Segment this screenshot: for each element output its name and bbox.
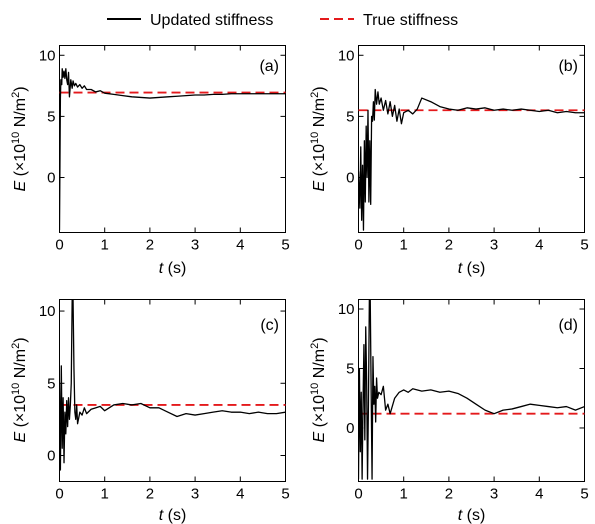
x-tick-label: 2 — [146, 486, 154, 503]
panel-label: (d) — [558, 317, 578, 334]
x-tick-label: 5 — [281, 237, 289, 254]
x-tick-label: 4 — [236, 486, 244, 503]
x-tick-label: 5 — [580, 237, 588, 254]
y-tick-label: 10 — [39, 303, 56, 320]
plot-area — [358, 299, 585, 480]
plot-frame — [358, 45, 585, 233]
updated-stiffness-line — [358, 299, 585, 480]
x-tick-label: 1 — [400, 237, 408, 254]
legend-label-true: True stiffness — [363, 12, 458, 29]
x-tick-label: 4 — [535, 237, 543, 254]
x-tick-label: 2 — [445, 486, 453, 503]
x-tick-label: 3 — [490, 237, 498, 254]
x-tick-label: 5 — [580, 486, 588, 503]
tick-group: 0 1 2 3 4 5 0 5 10 — [39, 45, 290, 254]
y-tick-label: 10 — [338, 47, 355, 64]
y-tick-label: 0 — [47, 170, 55, 187]
panel-label: (b) — [558, 58, 578, 75]
x-tick-label: 0 — [55, 237, 63, 254]
updated-stiffness-line — [59, 299, 286, 471]
x-tick-label: 1 — [101, 237, 109, 254]
x-tick-label: 1 — [400, 486, 408, 503]
y-tick-label: 10 — [338, 301, 355, 318]
panel-a: 0 1 2 3 4 5 0 5 10 (a) t (s) E (×1010 N/m2) — [10, 45, 290, 277]
panel-label: (c) — [260, 317, 279, 334]
panel-b: 0 1 2 3 4 5 0 5 10 (b) t (s) E (×1010 N/m2) — [309, 45, 589, 277]
x-tick-label: 2 — [146, 237, 154, 254]
legend-label-updated: Updated stiffness — [150, 12, 273, 29]
y-tick-label: 0 — [346, 170, 354, 187]
tick-group: 0 1 2 3 4 5 0 5 10 — [39, 299, 290, 503]
y-tick-label: 10 — [39, 47, 56, 64]
panel-d: 0 1 2 3 4 5 0 5 10 (d) t (s) E (×1010 N/m2) — [309, 299, 589, 524]
x-axis-label: t (s) — [458, 260, 486, 277]
panel-label: (a) — [259, 58, 279, 75]
plot-frame — [59, 45, 286, 233]
x-tick-label: 3 — [490, 486, 498, 503]
x-axis-label: t (s) — [159, 507, 187, 524]
x-tick-label: 0 — [55, 486, 63, 503]
plot-area — [59, 299, 286, 471]
y-axis-label: E (×1010 N/m2) — [309, 337, 328, 442]
plot-frame — [59, 299, 286, 482]
x-tick-label: 2 — [445, 237, 453, 254]
y-tick-label: 0 — [47, 448, 55, 465]
x-tick-label: 0 — [354, 237, 362, 254]
tick-group: 0 1 2 3 4 5 0 5 10 — [338, 299, 589, 503]
y-tick-label: 5 — [47, 375, 55, 392]
x-tick-label: 3 — [191, 237, 199, 254]
legend: Updated stiffness True stiffness — [107, 12, 458, 29]
x-axis-label: t (s) — [159, 260, 187, 277]
y-tick-label: 0 — [346, 420, 354, 437]
plot-area — [59, 68, 286, 231]
y-tick-label: 5 — [47, 108, 55, 125]
x-tick-label: 1 — [101, 486, 109, 503]
y-axis-label: E (×1010 N/m2) — [10, 337, 29, 442]
x-tick-label: 0 — [354, 486, 362, 503]
plot-area — [358, 88, 585, 231]
plot-frame — [358, 299, 585, 482]
tick-group: 0 1 2 3 4 5 0 5 10 — [338, 45, 589, 254]
x-axis-label: t (s) — [458, 507, 486, 524]
y-tick-label: 5 — [346, 360, 354, 377]
y-axis-label: E (×1010 N/m2) — [10, 86, 29, 191]
x-tick-label: 3 — [191, 486, 199, 503]
panel-c: 0 1 2 3 4 5 0 5 10 (c) t (s) E (×1010 N/m2) — [10, 299, 290, 524]
updated-stiffness-line — [59, 68, 286, 231]
y-tick-label: 5 — [346, 108, 354, 125]
x-tick-label: 4 — [535, 486, 543, 503]
updated-stiffness-line — [358, 88, 585, 231]
x-tick-label: 5 — [281, 486, 289, 503]
y-axis-label: E (×1010 N/m2) — [309, 86, 328, 191]
x-tick-label: 4 — [236, 237, 244, 254]
